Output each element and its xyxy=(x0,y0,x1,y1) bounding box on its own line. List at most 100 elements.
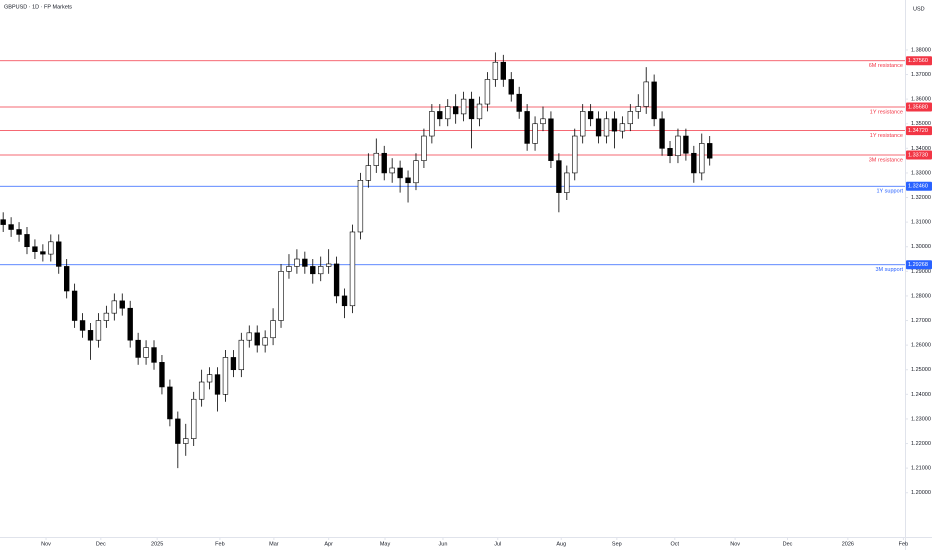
level-price-tag xyxy=(906,260,932,270)
candle-body xyxy=(119,300,125,309)
candle-body xyxy=(294,258,300,267)
y-tick-label: 1.28000 xyxy=(911,293,931,299)
candle-body xyxy=(397,167,403,179)
candle-body xyxy=(580,111,586,137)
level-price-label: 1.32460 xyxy=(908,184,928,190)
candle-body xyxy=(619,123,626,132)
y-tick-label: 1.24000 xyxy=(911,392,931,398)
candle-body xyxy=(8,224,14,230)
candle-body xyxy=(230,357,237,371)
candle-body xyxy=(40,251,46,255)
level-name: 3M resistance xyxy=(869,157,903,163)
candle-body xyxy=(135,339,141,358)
candle-body xyxy=(262,337,268,346)
candle-body xyxy=(214,374,221,395)
level-price-tag xyxy=(906,181,932,191)
candle-body xyxy=(127,307,133,341)
candle-body xyxy=(95,320,102,341)
candle-body xyxy=(500,61,506,80)
level-name: 1Y support xyxy=(876,189,903,195)
level-price-label: 1.34720 xyxy=(908,128,928,134)
candle-body xyxy=(683,135,689,154)
level-price-tag xyxy=(906,150,932,160)
x-tick-label: Dec xyxy=(96,541,106,547)
candle-body xyxy=(246,332,252,341)
x-tick-label: Oct xyxy=(670,541,679,547)
candle-body xyxy=(198,381,205,400)
candle-body xyxy=(159,362,165,388)
candle-body xyxy=(540,118,546,125)
candle-body xyxy=(524,111,530,144)
candle-body xyxy=(381,152,387,174)
candle-body xyxy=(56,241,62,267)
candle-body xyxy=(222,357,229,395)
candle-body xyxy=(437,111,443,120)
candle-body xyxy=(16,229,22,235)
y-tick-label: 1.34000 xyxy=(911,146,931,152)
candle-body xyxy=(64,266,70,292)
level-name: 1Y resistance xyxy=(870,133,903,139)
candle-body xyxy=(175,418,181,444)
level-price-label: 1.33730 xyxy=(908,152,928,158)
candle-body xyxy=(349,231,356,307)
candle-body xyxy=(460,98,467,115)
candle-body xyxy=(286,266,292,272)
x-tick-label: Mar xyxy=(269,541,279,547)
y-tick-label: 1.32000 xyxy=(911,195,931,201)
level-price-label: 1.37560 xyxy=(908,58,928,64)
x-tick-label: Jun xyxy=(439,541,448,547)
candle-body xyxy=(333,263,340,297)
candle-body xyxy=(603,118,610,137)
level-price-tag xyxy=(906,126,932,136)
candle-body xyxy=(659,118,665,149)
candle-body xyxy=(651,81,657,120)
candle-body xyxy=(564,172,570,193)
candle-body xyxy=(310,266,316,275)
candle-body xyxy=(611,118,618,132)
y-tick-label: 1.30000 xyxy=(911,244,931,250)
candle-body xyxy=(238,339,245,371)
y-tick-label: 1.26000 xyxy=(911,343,931,349)
candle-body xyxy=(508,79,514,95)
candle-body xyxy=(548,118,554,161)
x-tick-label: Dec xyxy=(783,541,793,547)
level-price-tag xyxy=(906,56,932,66)
level-price-label: 1.35680 xyxy=(908,104,928,110)
candle-body xyxy=(413,160,419,184)
level-name: 3M support xyxy=(875,267,903,273)
candle-body xyxy=(167,386,173,420)
y-tick-label: 1.38000 xyxy=(911,47,931,53)
x-tick-label: Jul xyxy=(494,541,501,547)
candle-body xyxy=(373,152,379,166)
candle-body xyxy=(191,398,197,439)
candle-body xyxy=(0,219,6,225)
candle-body xyxy=(572,135,578,174)
candle-body xyxy=(365,165,372,181)
candle-body xyxy=(691,152,697,174)
candle-body xyxy=(707,143,713,159)
candle-body xyxy=(24,234,30,248)
y-tick-label: 1.37000 xyxy=(911,72,931,78)
candle-body xyxy=(421,135,427,161)
candle-body xyxy=(476,103,483,120)
candle-body xyxy=(87,330,94,341)
candle-body xyxy=(206,374,213,383)
x-tick-label: May xyxy=(380,541,391,547)
y-tick-label: 1.31000 xyxy=(911,220,931,226)
candle-body xyxy=(278,271,284,321)
x-tick-label: Nov xyxy=(730,541,740,547)
candle-body xyxy=(103,312,110,321)
candle-body xyxy=(468,98,475,120)
level-name: 6M resistance xyxy=(869,63,903,69)
y-tick-label: 1.36000 xyxy=(911,97,931,103)
candle-body xyxy=(556,160,562,193)
candle-body xyxy=(111,300,117,314)
level-name: 1Y resistance xyxy=(870,109,903,115)
candle-body xyxy=(389,167,395,174)
candle-body xyxy=(254,332,260,346)
candle-body xyxy=(595,118,602,137)
x-tick-label: Apr xyxy=(324,541,333,547)
y-tick-label: 1.25000 xyxy=(911,367,931,373)
